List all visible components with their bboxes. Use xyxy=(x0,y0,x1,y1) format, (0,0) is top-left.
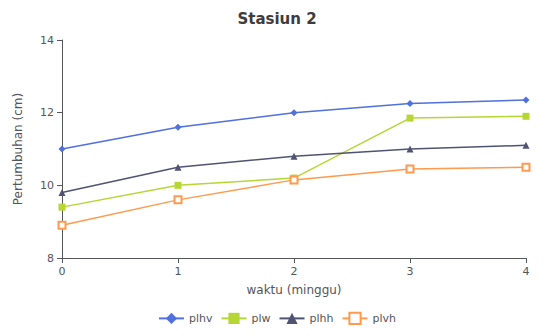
svg-text:waktu (minggu): waktu (minggu) xyxy=(246,283,341,297)
svg-text:12: 12 xyxy=(40,106,54,119)
svg-text:plvh: plvh xyxy=(373,312,397,325)
svg-text:plhv: plhv xyxy=(189,312,213,325)
svg-text:Pertumbuhan (cm): Pertumbuhan (cm) xyxy=(11,93,25,205)
svg-text:plw: plw xyxy=(251,312,270,325)
svg-text:8: 8 xyxy=(47,252,54,265)
svg-text:3: 3 xyxy=(407,265,414,278)
svg-text:2: 2 xyxy=(291,265,298,278)
svg-text:plhh: plhh xyxy=(310,312,334,325)
svg-text:10: 10 xyxy=(40,179,54,192)
svg-text:4: 4 xyxy=(523,265,530,278)
svg-text:Stasiun 2: Stasiun 2 xyxy=(237,10,316,28)
svg-text:14: 14 xyxy=(40,34,54,47)
svg-text:0: 0 xyxy=(59,265,66,278)
svg-text:1: 1 xyxy=(175,265,182,278)
